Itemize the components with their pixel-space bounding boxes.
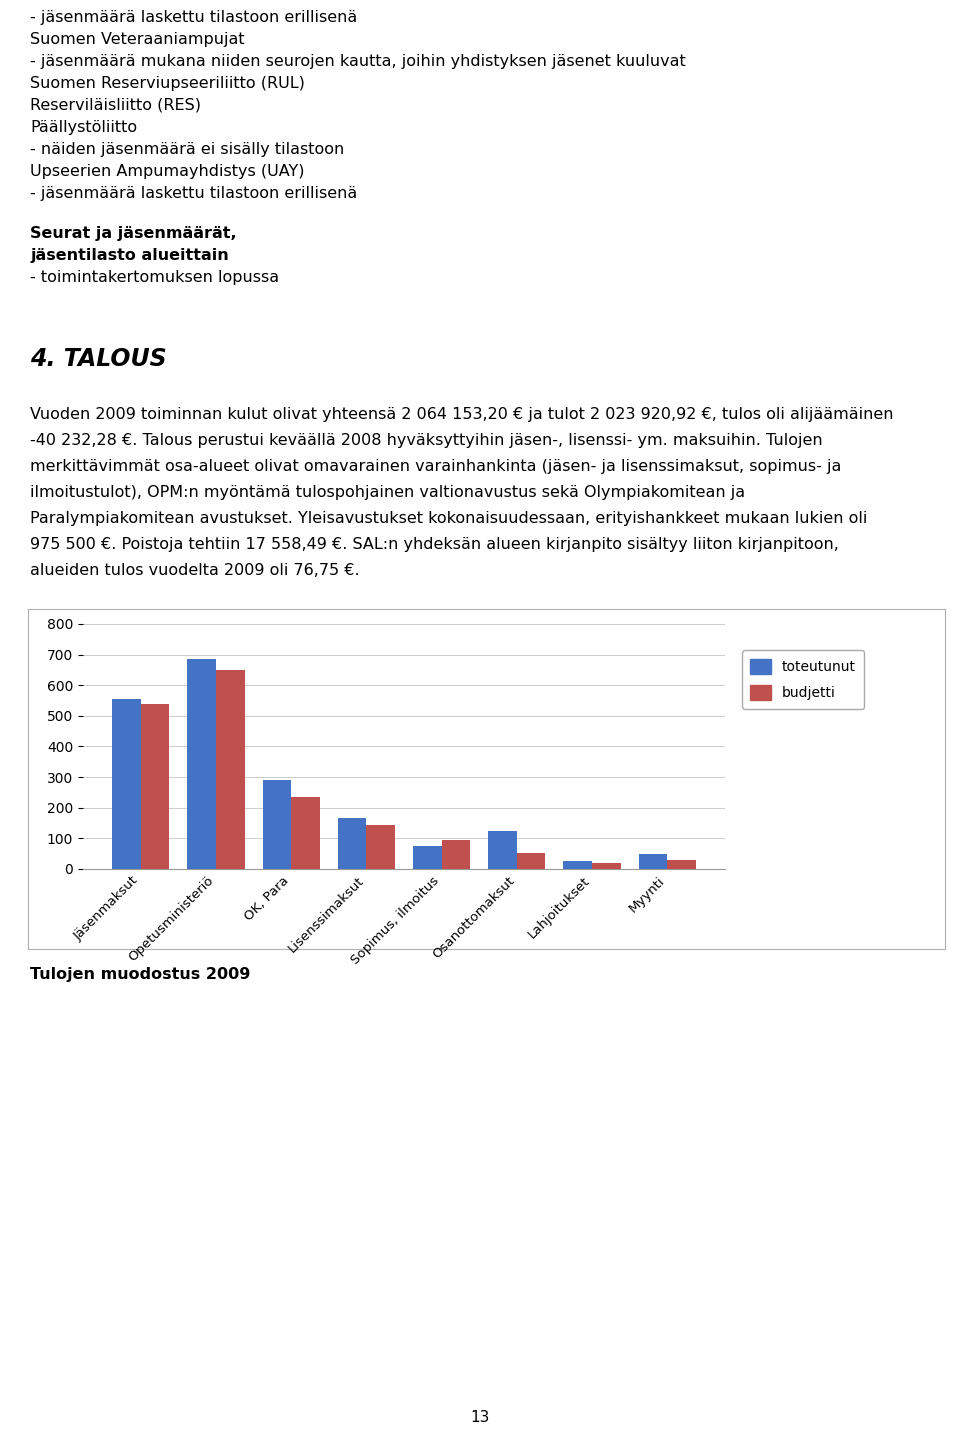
- Text: merkittävimmät osa-alueet olivat omavarainen varainhankinta (jäsen- ja lisenssim: merkittävimmät osa-alueet olivat omavara…: [30, 459, 841, 474]
- Text: 4. TALOUS: 4. TALOUS: [30, 347, 167, 372]
- Bar: [216, 670, 245, 868]
- Bar: [367, 825, 395, 868]
- Bar: [291, 796, 320, 868]
- Text: - toimintakertomuksen lopussa: - toimintakertomuksen lopussa: [30, 269, 279, 285]
- Text: alueiden tulos vuodelta 2009 oli 76,75 €.: alueiden tulos vuodelta 2009 oli 76,75 €…: [30, 563, 360, 577]
- Bar: [413, 847, 442, 868]
- Text: Upseerien Ampumayhdistys (UAY): Upseerien Ampumayhdistys (UAY): [30, 164, 304, 179]
- Text: Vuoden 2009 toiminnan kulut olivat yhteensä 2 064 153,20 € ja tulot 2 023 920,92: Vuoden 2009 toiminnan kulut olivat yhtee…: [30, 408, 894, 422]
- Text: jäsentilasto alueittain: jäsentilasto alueittain: [30, 248, 228, 262]
- Bar: [187, 660, 216, 868]
- Bar: [516, 852, 545, 868]
- Text: 975 500 €. Poistoja tehtiin 17 558,49 €. SAL:n yhdeksän alueen kirjanpito sisält: 975 500 €. Poistoja tehtiin 17 558,49 €.…: [30, 537, 839, 552]
- Text: Reserviläisliitto (RES): Reserviläisliitto (RES): [30, 98, 201, 112]
- Bar: [667, 861, 696, 868]
- Text: - jäsenmäärä laskettu tilastoon erillisenä: - jäsenmäärä laskettu tilastoon erillise…: [30, 10, 357, 24]
- Text: 13: 13: [470, 1410, 490, 1426]
- Bar: [442, 840, 470, 868]
- Text: Paralympiakomitean avustukset. Yleisavustukset kokonaisuudessaan, erityishankkee: Paralympiakomitean avustukset. Yleisavus…: [30, 511, 868, 526]
- Bar: [112, 698, 141, 868]
- Bar: [489, 831, 516, 868]
- Text: - näiden jäsenmäärä ei sisälly tilastoon: - näiden jäsenmäärä ei sisälly tilastoon: [30, 143, 345, 157]
- Text: Päällystöliitto: Päällystöliitto: [30, 120, 137, 135]
- Bar: [338, 818, 367, 868]
- Text: - jäsenmäärä mukana niiden seurojen kautta, joihin yhdistyksen jäsenet kuuluvat: - jäsenmäärä mukana niiden seurojen kaut…: [30, 53, 685, 69]
- Text: - jäsenmäärä laskettu tilastoon erillisenä: - jäsenmäärä laskettu tilastoon erillise…: [30, 186, 357, 202]
- Bar: [592, 863, 620, 868]
- Bar: [564, 861, 592, 868]
- Legend: toteutunut, budjetti: toteutunut, budjetti: [742, 651, 864, 708]
- Text: Tulojen muodostus 2009: Tulojen muodostus 2009: [30, 968, 251, 982]
- Text: -40 232,28 €. Talous perustui keväällä 2008 hyväksyttyihin jäsen-, lisenssi- ym.: -40 232,28 €. Talous perustui keväällä 2…: [30, 433, 823, 448]
- Text: Suomen Veteraaniampujat: Suomen Veteraaniampujat: [30, 32, 245, 48]
- Text: ilmoitustulot), OPM:n myöntämä tulospohjainen valtionavustus sekä Olympiakomitea: ilmoitustulot), OPM:n myöntämä tulospohj…: [30, 485, 745, 500]
- Text: Seurat ja jäsenmäärät,: Seurat ja jäsenmäärät,: [30, 226, 236, 240]
- Text: Suomen Reserviupseeriliitto (RUL): Suomen Reserviupseeriliitto (RUL): [30, 76, 305, 91]
- Bar: [141, 704, 169, 868]
- Bar: [638, 854, 667, 868]
- Bar: [263, 780, 291, 868]
